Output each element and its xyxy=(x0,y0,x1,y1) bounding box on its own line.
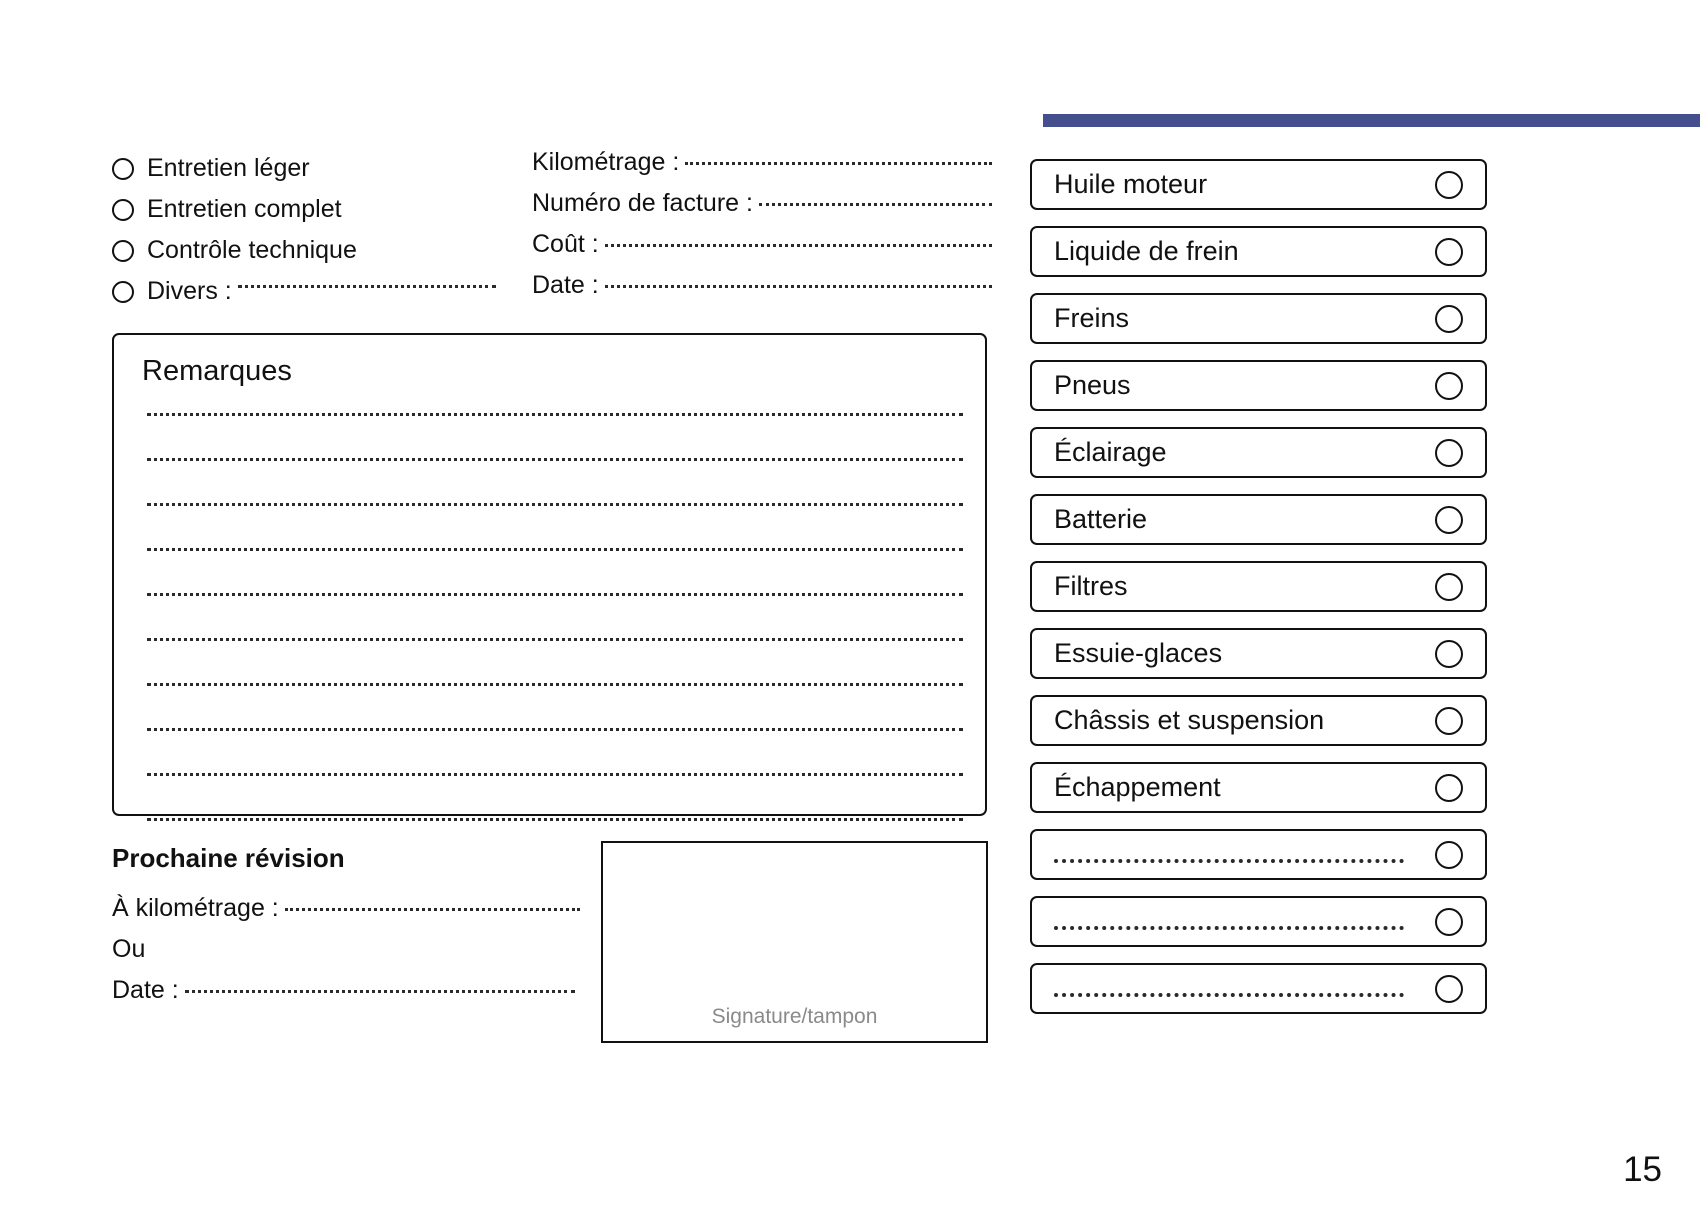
remarks-line[interactable] xyxy=(147,683,963,686)
remarks-line[interactable] xyxy=(147,413,963,416)
checklist-item-blank[interactable] xyxy=(1030,896,1487,947)
next-service-or-label: Ou xyxy=(112,935,146,963)
checklist-item-input-line[interactable] xyxy=(1054,992,1404,997)
field-label: Numéro de facture : xyxy=(532,189,753,217)
checklist-item-label: Liquide de frein xyxy=(1054,236,1239,266)
next-service-mileage-input-line[interactable] xyxy=(284,908,580,911)
checklist-item[interactable]: Essuie-glaces xyxy=(1030,628,1487,679)
checklist-item-blank[interactable] xyxy=(1030,963,1487,1014)
checklist-item[interactable]: Huile moteur xyxy=(1030,159,1487,210)
checklist-item[interactable]: Filtres xyxy=(1030,561,1487,612)
remarks-line[interactable] xyxy=(147,773,963,776)
inspection-checklist: Huile moteur Liquide de frein Freins Pneus É… xyxy=(1030,159,1487,1030)
checkbox-circle-icon[interactable] xyxy=(1435,237,1463,266)
radio-icon[interactable] xyxy=(112,280,134,303)
checklist-item[interactable]: Châssis et suspension xyxy=(1030,695,1487,746)
service-option-label: Divers : xyxy=(147,277,232,305)
checklist-item-blank[interactable] xyxy=(1030,829,1487,880)
checkbox-circle-icon[interactable] xyxy=(1435,438,1463,467)
field-input-line[interactable] xyxy=(685,162,992,165)
next-service-or-row: Ou xyxy=(112,935,592,976)
service-option-label: Contrôle technique xyxy=(147,236,357,264)
field-label: Kilométrage : xyxy=(532,148,680,176)
radio-icon[interactable] xyxy=(112,239,134,262)
checklist-item[interactable]: Liquide de frein xyxy=(1030,226,1487,277)
left-column: Entretien léger Entretien complet Contrô… xyxy=(112,148,992,312)
service-option-controle-technique[interactable]: Contrôle technique xyxy=(112,230,532,271)
next-service-mileage-row[interactable]: À kilométrage : xyxy=(112,894,592,935)
checklist-item-label: Batterie xyxy=(1054,504,1148,534)
next-service-date-row[interactable]: Date : xyxy=(112,976,592,1017)
checklist-item-label: Échappement xyxy=(1054,772,1221,802)
checkbox-circle-icon[interactable] xyxy=(1435,773,1463,802)
service-option-entretien-complet[interactable]: Entretien complet xyxy=(112,189,532,230)
next-service-title: Prochaine révision xyxy=(112,843,345,873)
field-input-line[interactable] xyxy=(758,203,992,206)
remarks-line[interactable] xyxy=(147,593,963,596)
remarks-line[interactable] xyxy=(147,503,963,506)
checklist-item-label: Éclairage xyxy=(1054,437,1167,467)
next-service-section: Prochaine révision À kilométrage : Ou Da… xyxy=(112,843,592,1017)
field-input-line[interactable] xyxy=(604,244,992,247)
next-service-date-input-line[interactable] xyxy=(184,990,575,993)
service-type-options: Entretien léger Entretien complet Contrô… xyxy=(112,148,532,312)
checkbox-circle-icon[interactable] xyxy=(1435,505,1463,534)
invoice-fields: Kilométrage : Numéro de facture : Coût :… xyxy=(532,148,992,312)
next-service-date-label: Date : xyxy=(112,976,179,1004)
checklist-item-label: Huile moteur xyxy=(1054,169,1208,199)
remarks-line[interactable] xyxy=(147,548,963,551)
checkbox-circle-icon[interactable] xyxy=(1435,706,1463,735)
signature-box[interactable]: Signature/tampon xyxy=(601,841,988,1043)
service-option-divers[interactable]: Divers : xyxy=(112,271,532,312)
divers-input-line[interactable] xyxy=(237,285,496,288)
field-cout[interactable]: Coût : xyxy=(532,230,992,271)
top-form-row: Entretien léger Entretien complet Contrô… xyxy=(112,148,992,312)
field-numero-facture[interactable]: Numéro de facture : xyxy=(532,189,992,230)
checklist-item-label: Châssis et suspension xyxy=(1054,705,1325,735)
checklist-item[interactable]: Pneus xyxy=(1030,360,1487,411)
field-input-line[interactable] xyxy=(604,285,992,288)
checklist-item[interactable]: Éclairage xyxy=(1030,427,1487,478)
remarks-line[interactable] xyxy=(147,818,963,821)
checkbox-circle-icon[interactable] xyxy=(1435,840,1463,869)
checklist-item[interactable]: Batterie xyxy=(1030,494,1487,545)
checklist-item-input-line[interactable] xyxy=(1054,925,1404,930)
remarks-line[interactable] xyxy=(147,458,963,461)
remarks-line[interactable] xyxy=(147,638,963,641)
checkbox-circle-icon[interactable] xyxy=(1435,371,1463,400)
signature-box-label: Signature/tampon xyxy=(711,1005,878,1028)
header-accent-bar xyxy=(1043,114,1700,127)
radio-icon[interactable] xyxy=(112,198,134,221)
checklist-item-label: Filtres xyxy=(1054,571,1128,601)
checklist-item[interactable]: Freins xyxy=(1030,293,1487,344)
remarks-line[interactable] xyxy=(147,728,963,731)
service-option-label: Entretien léger xyxy=(147,154,310,182)
next-service-mileage-label: À kilométrage : xyxy=(112,894,279,922)
service-option-label: Entretien complet xyxy=(147,195,342,223)
checklist-item-input-line[interactable] xyxy=(1054,858,1404,863)
checklist-item-label: Pneus xyxy=(1054,370,1131,400)
field-label: Coût : xyxy=(532,230,599,258)
checklist-item-label: Essuie-glaces xyxy=(1054,638,1223,668)
field-kilometrage[interactable]: Kilométrage : xyxy=(532,148,992,189)
field-date[interactable]: Date : xyxy=(532,271,992,312)
checkbox-circle-icon[interactable] xyxy=(1435,572,1463,601)
page-number: 15 xyxy=(1623,1150,1662,1189)
checkbox-circle-icon[interactable] xyxy=(1435,907,1463,936)
radio-icon[interactable] xyxy=(112,157,134,180)
remarks-title: Remarques xyxy=(142,355,292,387)
field-label: Date : xyxy=(532,271,599,299)
checkbox-circle-icon[interactable] xyxy=(1435,170,1463,199)
service-option-entretien-leger[interactable]: Entretien léger xyxy=(112,148,532,189)
checkbox-circle-icon[interactable] xyxy=(1435,639,1463,668)
checkbox-circle-icon[interactable] xyxy=(1435,974,1463,1003)
checklist-item-label: Freins xyxy=(1054,303,1130,333)
checkbox-circle-icon[interactable] xyxy=(1435,304,1463,333)
remarks-box[interactable]: Remarques xyxy=(112,333,987,821)
checklist-item[interactable]: Échappement xyxy=(1030,762,1487,813)
